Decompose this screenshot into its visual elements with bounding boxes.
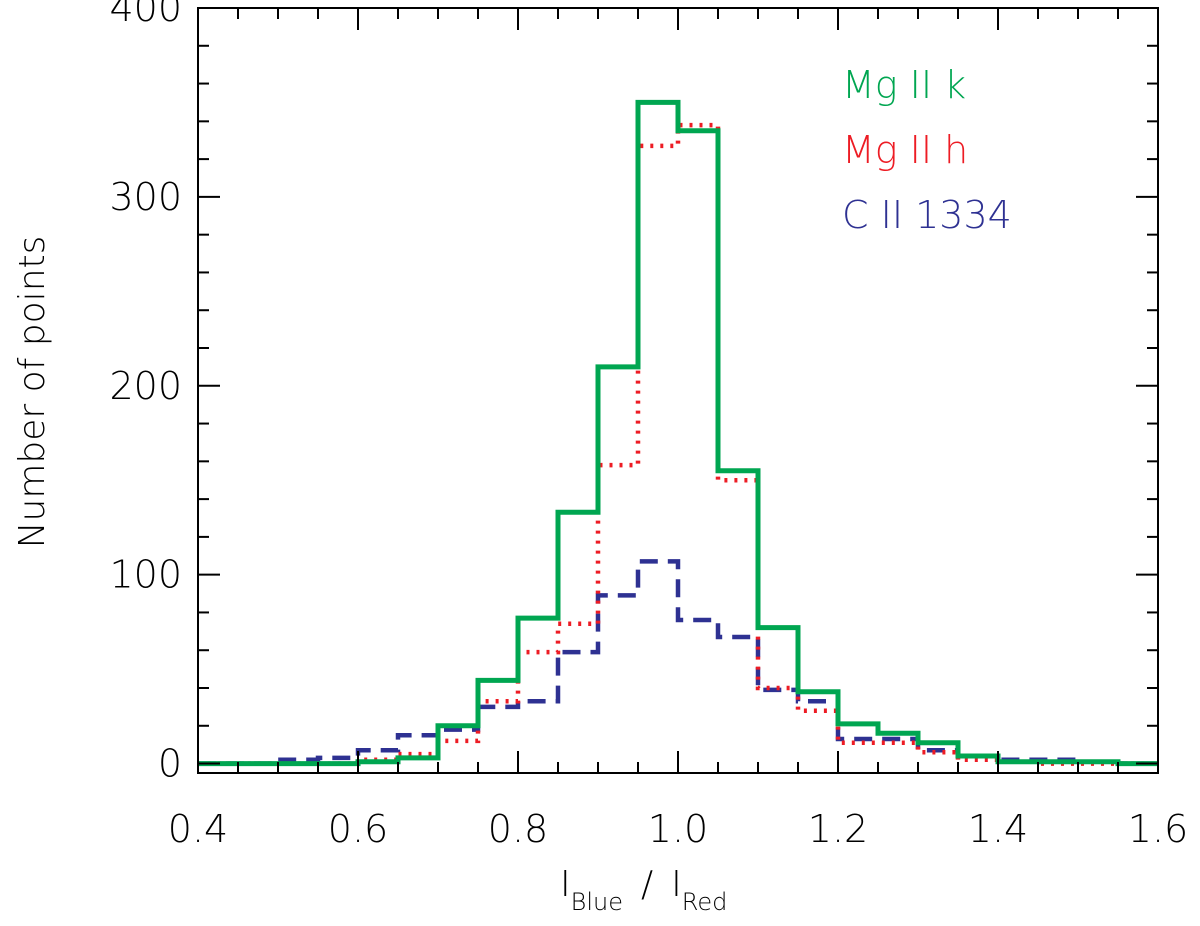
- ticks-layer: [197, 7, 1159, 773]
- x-axis-title-slash: /: [641, 864, 653, 905]
- y-tick-label: 200: [109, 364, 182, 408]
- legend-entry-c-ii-1334: C II 1334: [842, 193, 1012, 237]
- labels-layer: 0.4 0.6 0.8 1.0 1.2 1.4 1.6 0 100 200 300 400: [109, 0, 1188, 851]
- x-tick-label: 1.6: [1128, 807, 1188, 851]
- x-tick-label: 1.4: [968, 807, 1028, 851]
- x-tick-label: 1.0: [648, 807, 708, 851]
- y-tick-label: 0: [158, 742, 182, 786]
- x-axis-title: IBlue / IRed: [560, 864, 727, 916]
- legend-entry-mg-ii-k: Mg II k: [842, 63, 966, 107]
- y-tick-label: 300: [109, 175, 182, 219]
- legend: Mg II k Mg II h C II 1334: [842, 63, 1012, 237]
- series-c-ii-1334: [198, 559, 1158, 766]
- x-axis-title-sub2: Red: [682, 888, 728, 916]
- series-layer: [198, 99, 1158, 767]
- x-tick-label: 1.2: [808, 807, 868, 851]
- x-axis-title-i1: I: [560, 864, 571, 905]
- y-axis-title: Number of points: [12, 236, 53, 549]
- x-tick-label: 0.4: [168, 807, 228, 851]
- y-tick-label: 400: [109, 0, 182, 30]
- x-axis-title-sub1: Blue: [571, 888, 623, 916]
- x-tick-label: 0.6: [328, 807, 388, 851]
- x-axis-title-i2: I: [671, 864, 682, 905]
- x-tick-label: 0.8: [488, 807, 548, 851]
- series-mg-ii-h: [198, 122, 1158, 766]
- series-mg-ii-k: [198, 99, 1158, 767]
- y-tick-label: 100: [109, 553, 182, 597]
- legend-entry-mg-ii-h: Mg II h: [842, 128, 968, 172]
